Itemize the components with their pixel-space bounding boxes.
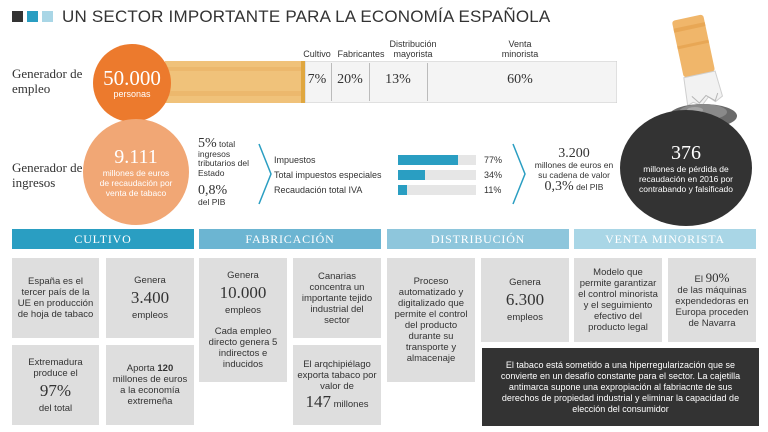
chevron-right-icon <box>258 143 272 205</box>
box-text: Proceso automatizado y digitalizado que … <box>394 276 468 364</box>
box-value: 6.300 <box>505 290 545 309</box>
segment-value-minorista: 60% <box>507 72 533 87</box>
segment-label-cultivo: Cultivo <box>303 49 331 59</box>
pib-share-value: 0,8% <box>198 183 228 198</box>
box-value: 97% <box>39 380 72 400</box>
loss-circle: 376 millones de pérdida de recaudación e… <box>620 110 752 226</box>
value-chain-text: millones de euros en su cadena de valor <box>534 160 614 180</box>
chevron-right-icon <box>512 143 526 205</box>
box-text-post: millones de euros a la economía extremeñ… <box>112 374 188 407</box>
regulation-note: El tabaco está sometido a una hiperregul… <box>482 348 759 426</box>
box-cultivo-economy: Aporta 120 millones de euros a la econom… <box>106 345 194 425</box>
box-value: 10.000 <box>219 283 267 302</box>
bar-track-impuestos <box>398 155 476 165</box>
revenue-description: millones de euros de recaudación por ven… <box>99 168 173 198</box>
revenue-circle: 9.111 millones de euros de recaudación p… <box>83 119 189 225</box>
bar-value-iva: 11% <box>484 185 502 195</box>
section-header-distribucion: DISTRIBUCIÓN <box>387 229 569 249</box>
page-title: UN SECTOR IMPORTANTE PARA LA ECONOMÍA ES… <box>62 7 551 26</box>
value-chain-value: 3.200 <box>558 146 590 161</box>
bar-fill-especiales <box>398 170 425 180</box>
section-header-cultivo: CULTIVO <box>12 229 194 249</box>
pib-share: 0,8% del PIB <box>198 184 260 208</box>
bar-track-especiales <box>398 170 476 180</box>
box-text-post: millones <box>333 398 369 410</box>
box-text: Canarias concentra un importante tejido … <box>301 270 373 326</box>
box-fabricacion-employment: Genera 10.000 empleos Cada empleo direct… <box>199 258 287 382</box>
loss-text: millones de pérdida de recaudación en 20… <box>638 164 734 194</box>
title-square-dark <box>12 11 23 22</box>
loss-value: 376 <box>671 142 701 164</box>
bar-label-especiales: Total impuestos especiales <box>274 170 382 180</box>
box-text-post: de las máquinas expendedoras en Europa p… <box>675 284 749 329</box>
section-header-venta: VENTA MINORISTA <box>574 229 756 249</box>
box-text-pre: El <box>694 273 703 285</box>
box-text-extra: Cada empleo directo genera 5 indirectos … <box>208 326 278 370</box>
box-text-pre: Extremadura produce el <box>28 356 83 379</box>
box-text-pre: Genera <box>227 270 259 281</box>
box-value: 147 <box>305 391 332 411</box>
box-text-line: Aporta 120 <box>127 363 174 374</box>
value-chain-pib-text: del PIB <box>576 182 604 192</box>
segment-label-minorista: Venta minorista <box>501 39 539 59</box>
box-cultivo-extremadura: Extremadura produce el 97% del total <box>12 345 99 425</box>
box-venta-control: Modelo que permite garantizar el control… <box>574 258 662 342</box>
box-text-post: del total <box>38 402 73 414</box>
employment-circle: 50.000 personas <box>93 44 171 122</box>
regulation-note-text: El tabaco está sometido a una hiperregul… <box>500 359 741 414</box>
revenue-value: 9.111 <box>114 146 158 168</box>
title-square-blue <box>27 11 38 22</box>
value-chain-pib: 0,3% del PIB <box>530 179 618 194</box>
cigarette-illustration <box>165 61 617 103</box>
title-square-light <box>42 11 53 22</box>
segment-label-mayorista: Distribución mayorista <box>389 39 437 59</box>
bar-value-impuestos: 77% <box>484 155 503 165</box>
box-text-post: empleos <box>507 312 543 323</box>
segment-label-fabricantes: Fabricantes <box>337 49 385 59</box>
employment-value: 50.000 <box>103 66 161 90</box>
box-value: 90% <box>705 269 730 285</box>
state-share-text: total ingresos tributarios del Estado <box>198 139 250 178</box>
state-share-value: 5% <box>198 136 217 151</box>
box-text-pre: El arqchipiélago exporta tabaco por valo… <box>297 358 377 392</box>
value-chain: 3.200 millones de euros en su cadena de … <box>530 146 618 194</box>
bar-label-iva: Recaudación total IVA <box>274 185 363 195</box>
box-venta-machines: El 90% de las máquinas expendedoras en E… <box>668 258 756 342</box>
box-text-pre: Genera <box>134 275 166 286</box>
bar-fill-impuestos <box>398 155 459 165</box>
state-share: 5% total ingresos tributarios del Estado <box>198 136 260 178</box>
bar-label-impuestos: Impuestos <box>274 155 316 165</box>
pib-share-text: del PIB <box>198 197 226 207</box>
box-text-post: empleos <box>225 305 261 316</box>
box-cultivo-production: España es el tercer país de la UE en pro… <box>12 258 99 338</box>
box-text-pre: Aporta <box>126 363 155 374</box>
box-text-line: El 90% <box>694 269 730 285</box>
segment-value-mayorista: 13% <box>385 72 411 87</box>
segment-value-cultivo: 7% <box>307 72 327 87</box>
employment-label: Generador de empleo <box>12 66 83 96</box>
revenue-label: Generador de ingresos <box>12 160 83 190</box>
box-value: 3.400 <box>130 288 170 307</box>
box-fabricacion-export: El arqchipiélago exporta tabaco por valo… <box>293 345 381 425</box>
bar-track-iva <box>398 185 476 195</box>
box-distribucion-process: Proceso automatizado y digitalizado que … <box>387 258 475 382</box>
box-text: España es el tercer país de la UE en pro… <box>17 276 94 320</box>
segment-value-fabricantes: 20% <box>337 72 363 87</box>
box-text-pre: Genera <box>509 277 541 288</box>
box-text-post: empleos <box>132 310 168 321</box>
box-distribucion-employment: Genera 6.300 empleos <box>481 258 569 342</box>
bar-fill-iva <box>398 185 407 195</box>
box-text-line: 147 millones <box>306 392 369 412</box>
bar-value-especiales: 34% <box>484 170 503 180</box>
value-chain-pib-value: 0,3% <box>544 179 574 194</box>
employment-unit: personas <box>113 89 151 99</box>
box-fabricacion-canarias: Canarias concentra un importante tejido … <box>293 258 381 338</box>
box-cultivo-employment: Genera 3.400 empleos <box>106 258 194 338</box>
box-value: 120 <box>157 363 174 374</box>
box-text: Modelo que permite garantizar el control… <box>578 267 658 333</box>
section-header-fabricacion: FABRICACIÓN <box>199 229 381 249</box>
